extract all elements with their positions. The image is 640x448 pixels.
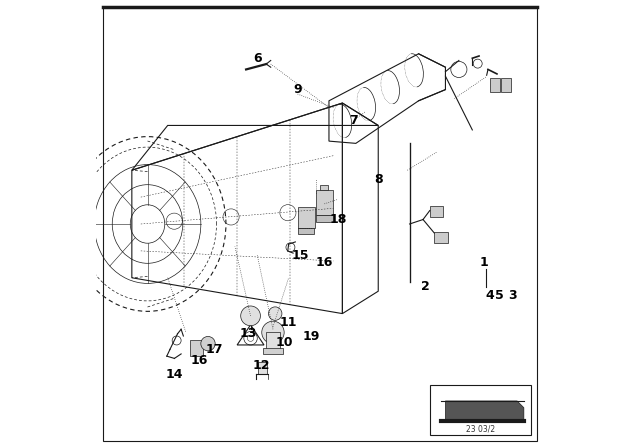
Circle shape [241, 306, 260, 326]
Text: 16: 16 [190, 354, 208, 367]
Bar [490, 78, 500, 92]
Text: 5: 5 [495, 289, 504, 302]
Text: 9: 9 [293, 83, 302, 96]
Bar [430, 206, 443, 217]
Text: 11: 11 [280, 316, 298, 329]
Bar [502, 78, 511, 92]
Bar [258, 362, 267, 374]
Text: 17: 17 [206, 343, 223, 356]
Text: 2: 2 [421, 280, 429, 293]
Text: 8: 8 [374, 172, 383, 186]
Text: 1: 1 [479, 255, 488, 269]
Bar [266, 332, 280, 349]
Text: 12: 12 [253, 358, 271, 372]
Text: 15: 15 [291, 249, 308, 262]
Bar [316, 190, 333, 215]
Text: 23 03/2: 23 03/2 [465, 425, 495, 434]
Text: 3: 3 [508, 289, 517, 302]
Text: 14: 14 [166, 367, 183, 381]
Bar [320, 185, 328, 190]
Bar [316, 215, 333, 222]
Circle shape [262, 321, 284, 344]
Text: 16: 16 [316, 255, 333, 269]
Text: 7: 7 [349, 114, 358, 128]
Bar [190, 340, 203, 356]
Bar [430, 385, 531, 435]
Text: 6: 6 [253, 52, 262, 65]
Text: 13: 13 [239, 327, 257, 340]
Text: 18: 18 [329, 213, 347, 226]
Text: 19: 19 [302, 329, 320, 343]
Polygon shape [445, 401, 524, 421]
Bar [263, 348, 283, 354]
Circle shape [269, 307, 282, 320]
Text: 10: 10 [275, 336, 293, 349]
Circle shape [201, 336, 215, 351]
Bar [298, 207, 315, 228]
Bar [298, 228, 314, 234]
Text: 4: 4 [486, 289, 495, 302]
Bar [435, 232, 448, 243]
